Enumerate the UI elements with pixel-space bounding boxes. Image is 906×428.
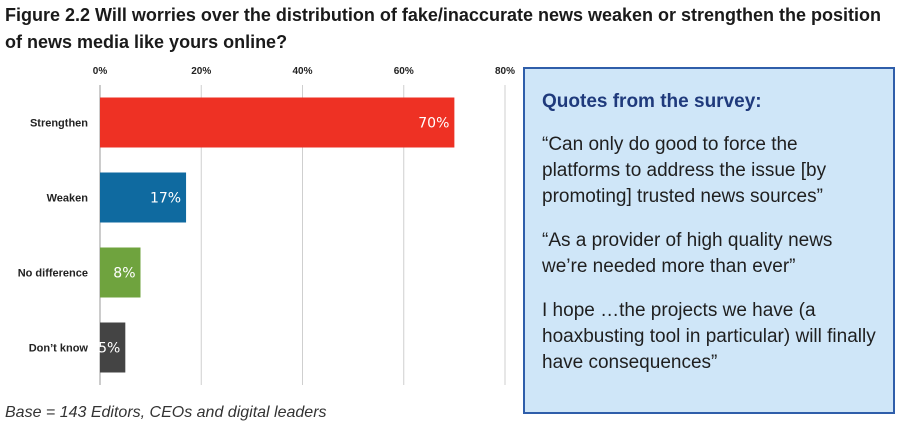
- figure-title: Figure 2.2 Will worries over the distrib…: [5, 5, 882, 52]
- value-label: 8%: [113, 266, 135, 282]
- bar: [100, 247, 141, 298]
- quote-3: I hope …the projects we have (a hoaxbust…: [542, 300, 876, 373]
- base-footnote: Base = 143 Editors, CEOs and digital lea…: [5, 404, 327, 421]
- value-label: 5%: [98, 341, 120, 357]
- value-label: 17%: [150, 191, 181, 207]
- quote-heading: Quotes from the survey:: [542, 91, 762, 112]
- bar: [100, 172, 187, 223]
- x-tick-label: 80%: [495, 66, 515, 77]
- x-tick-label: 0%: [93, 66, 108, 77]
- category-label: Weaken: [47, 193, 89, 205]
- quote-1: “Can only do good to force the platforms…: [542, 134, 827, 207]
- bar: [100, 97, 455, 148]
- bar: [100, 322, 126, 373]
- x-tick-label: 60%: [394, 66, 414, 77]
- x-tick-label: 40%: [292, 66, 312, 77]
- category-label: No difference: [18, 268, 88, 280]
- x-tick-label: 20%: [191, 66, 211, 77]
- category-label: Don’t know: [29, 343, 89, 355]
- quote-2: “As a provider of high quality news we’r…: [542, 230, 833, 277]
- bar-chart: 0% 20% 40% 60% 80% Strengthen 70% Weaken 17% No d…: [18, 66, 515, 385]
- category-label: Strengthen: [30, 118, 88, 130]
- quote-box: Quotes from the survey: “Can only do goo…: [523, 67, 895, 414]
- value-label: 70%: [418, 116, 449, 132]
